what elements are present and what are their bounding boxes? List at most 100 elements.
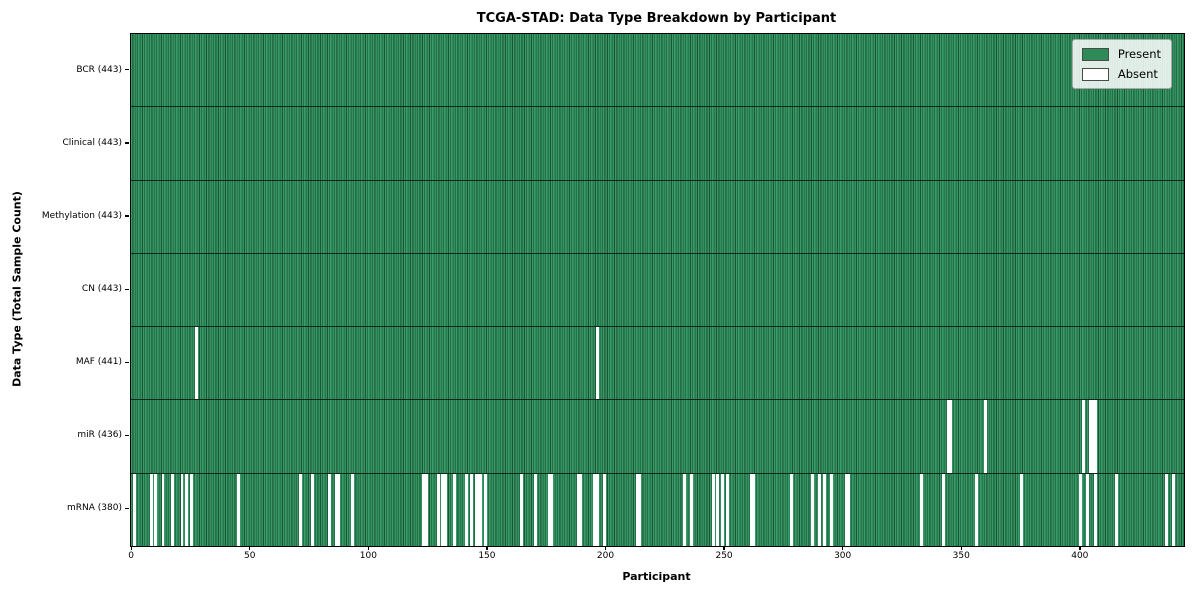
x-tick-mark xyxy=(249,546,251,550)
absent-mark xyxy=(946,400,950,473)
x-tick-label: 350 xyxy=(952,551,970,561)
absent-mark xyxy=(185,473,189,546)
legend-entry-present: Present xyxy=(1081,47,1161,61)
absent-mark xyxy=(1171,473,1175,546)
x-tick-mark xyxy=(842,546,844,550)
absent-mark xyxy=(476,473,480,546)
absent-mark xyxy=(638,473,642,546)
absent-mark xyxy=(721,473,725,546)
x-tick-label: 250 xyxy=(715,551,733,561)
x-tick-mark xyxy=(1079,546,1081,550)
heatmap-row-miR xyxy=(131,400,1184,474)
absent-mark xyxy=(1114,473,1118,546)
y-tick-label: mRNA (380) xyxy=(67,503,122,514)
legend: Present Absent xyxy=(1071,39,1172,89)
heatmap-row-BCR xyxy=(131,34,1184,108)
absent-mark xyxy=(310,473,314,546)
absent-mark xyxy=(595,327,599,400)
absent-mark xyxy=(941,473,945,546)
heatmap-row-Clinical xyxy=(131,107,1184,181)
absent-mark xyxy=(716,473,720,546)
absent-mark xyxy=(1093,400,1097,473)
y-tick-mark xyxy=(125,215,129,217)
absent-mark xyxy=(441,473,445,546)
absent-mark xyxy=(846,473,850,546)
absent-mark xyxy=(171,473,174,546)
absent-mark xyxy=(593,473,597,546)
absent-mark xyxy=(351,473,355,546)
absent-mark xyxy=(725,473,729,546)
absent-mark xyxy=(1086,473,1090,546)
y-tick-mark xyxy=(125,142,129,144)
absent-mark xyxy=(334,473,338,546)
absent-mark xyxy=(469,473,473,546)
absent-mark xyxy=(578,473,582,546)
absent-mark xyxy=(337,473,340,546)
x-tick-mark xyxy=(130,546,132,550)
x-tick-mark xyxy=(486,546,488,550)
y-tick-label: Methylation (443) xyxy=(41,210,122,221)
absent-mark xyxy=(436,473,440,546)
absent-mark xyxy=(1088,400,1092,473)
absent-mark xyxy=(189,473,193,546)
x-tick-label: 100 xyxy=(359,551,377,561)
absent-mark xyxy=(1079,473,1083,546)
y-tick-label: BCR (443) xyxy=(76,64,122,75)
absent-mark xyxy=(920,473,924,546)
absent-mark xyxy=(474,473,478,546)
absent-mark xyxy=(711,473,715,546)
absent-mark xyxy=(844,473,848,546)
x-tick-mark xyxy=(367,546,370,550)
heatmap-row-Methylation xyxy=(131,180,1184,254)
absent-mark xyxy=(975,473,978,546)
absent-mark xyxy=(149,473,153,546)
absent-mark xyxy=(576,473,580,546)
absent-mark xyxy=(133,473,137,546)
heatmap-row-CN xyxy=(131,253,1184,328)
absent-mark xyxy=(752,473,756,546)
absent-mark xyxy=(749,473,753,546)
x-axis-label: Participant xyxy=(622,570,691,583)
absent-mark xyxy=(548,473,552,546)
y-tick-mark xyxy=(125,507,129,510)
absent-mark xyxy=(550,473,554,546)
x-tick-label: 50 xyxy=(244,551,256,561)
y-tick-label: miR (436) xyxy=(77,430,122,441)
y-tick-mark xyxy=(125,288,129,290)
absent-mark xyxy=(683,473,687,546)
absent-mark xyxy=(1164,473,1168,546)
x-tick-label: 300 xyxy=(834,551,852,561)
y-tick-label: Clinical (443) xyxy=(62,137,122,148)
absent-mark xyxy=(194,327,198,400)
absent-mark xyxy=(154,473,158,546)
absent-mark xyxy=(1093,473,1097,546)
absent-mark xyxy=(327,473,331,546)
x-tick-label: 200 xyxy=(596,551,615,561)
x-tick-mark xyxy=(604,546,607,550)
absent-mark xyxy=(519,473,523,546)
absent-mark xyxy=(984,400,988,473)
absent-mark xyxy=(811,473,815,546)
legend-entry-absent: Absent xyxy=(1081,67,1161,81)
x-tick-mark xyxy=(723,546,725,550)
absent-mark xyxy=(237,473,241,546)
absent-mark xyxy=(818,473,822,546)
absent-mark xyxy=(453,473,457,546)
plot-area xyxy=(130,33,1185,547)
x-tick-mark xyxy=(960,546,962,550)
heatmap-row-MAF xyxy=(131,327,1184,401)
absent-mark xyxy=(484,473,488,546)
absent-mark xyxy=(424,473,428,546)
chart-title: TCGA-STAD: Data Type Breakdown by Partic… xyxy=(476,11,837,26)
absent-mark xyxy=(533,473,537,546)
absent-mark xyxy=(602,473,606,546)
legend-label: Absent xyxy=(1117,67,1158,81)
absent-mark xyxy=(1081,400,1085,473)
absent-mark xyxy=(422,473,426,546)
absent-mark xyxy=(595,473,599,546)
x-tick-label: 400 xyxy=(1071,551,1089,561)
absent-mark xyxy=(180,473,184,546)
legend-swatch-absent xyxy=(1081,67,1109,81)
absent-mark xyxy=(948,400,952,473)
